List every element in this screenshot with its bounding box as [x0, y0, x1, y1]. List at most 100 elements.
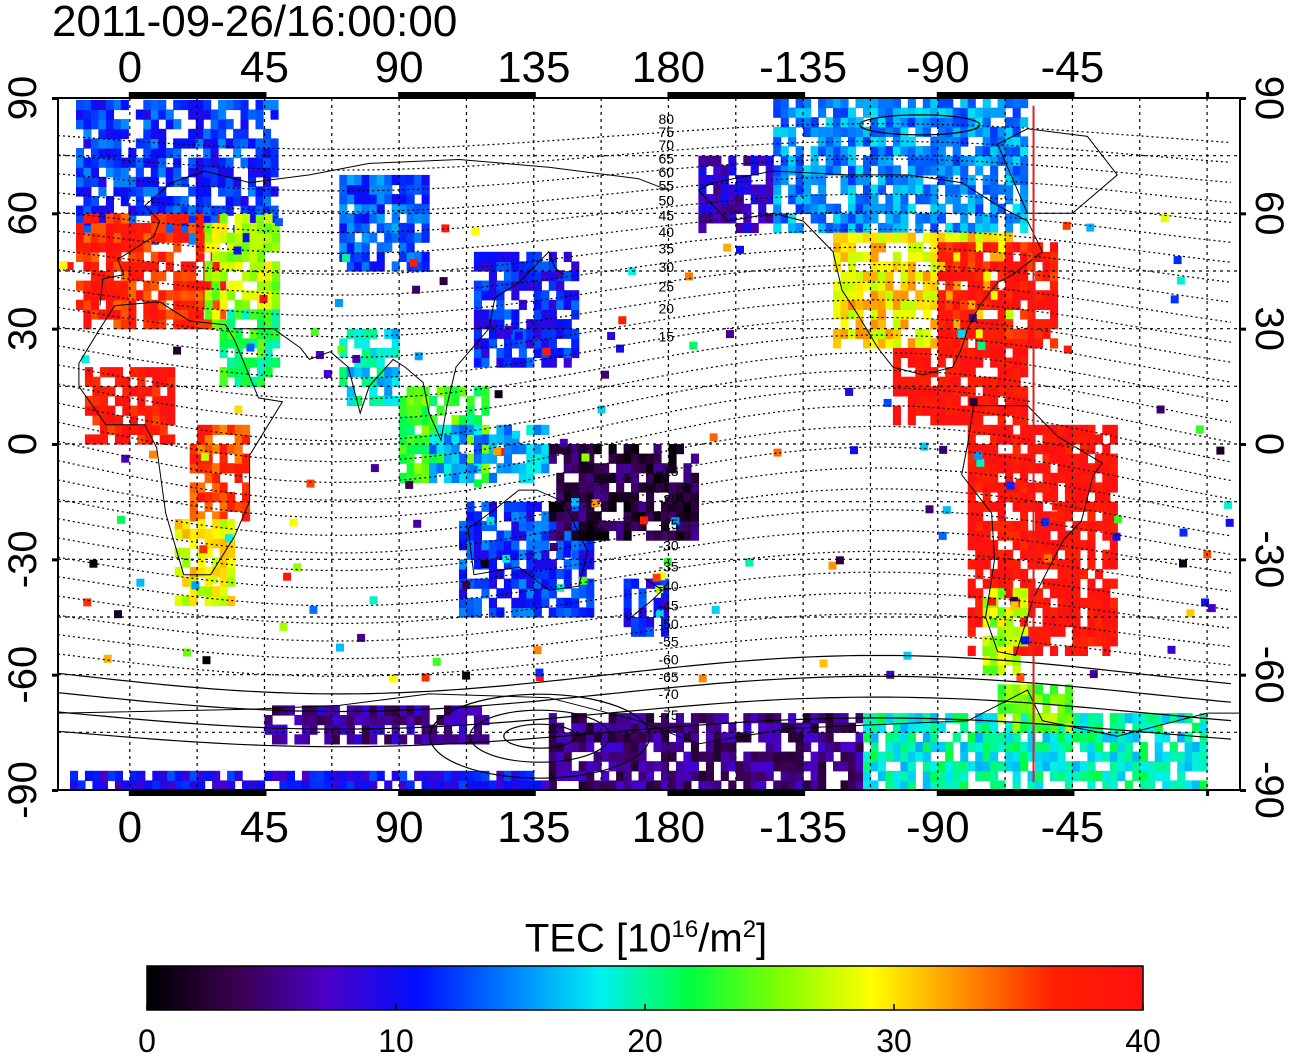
tec-cell — [735, 174, 744, 186]
tec-cell — [1162, 751, 1171, 762]
tec-cell — [481, 319, 490, 330]
tec-cell — [189, 501, 198, 512]
tec-cell — [698, 165, 707, 176]
tec-cell — [541, 559, 550, 570]
tec-cell — [188, 157, 197, 168]
tec-cell — [113, 119, 122, 130]
tec-cell — [795, 194, 804, 205]
tec-cell — [346, 213, 355, 224]
contour-label: -25 — [658, 516, 678, 532]
tec-cell — [788, 751, 797, 762]
tec-cell — [264, 213, 273, 224]
tec-cell — [376, 184, 385, 195]
tec-cell — [99, 780, 108, 791]
tec-cell — [833, 251, 842, 262]
tec-cell — [98, 128, 107, 139]
tec-cell — [481, 424, 490, 435]
tec-cell — [1005, 684, 1014, 695]
tec-cell — [309, 705, 318, 716]
tec-cell — [488, 453, 497, 464]
tec-cell — [188, 109, 197, 120]
bottom-lon-label: 135 — [497, 803, 570, 852]
tec-cell — [1020, 280, 1029, 291]
tec-cell — [354, 328, 363, 339]
tec-cell — [113, 261, 122, 272]
tec-cell — [668, 453, 677, 464]
tec-cell — [113, 167, 122, 178]
tec-cell — [922, 165, 931, 176]
tec-cell — [255, 186, 264, 197]
tec-cell — [242, 290, 251, 301]
tec-cell — [1020, 751, 1029, 762]
tec-cell — [98, 138, 107, 149]
tec-cell — [593, 530, 602, 541]
tec-cell — [1012, 703, 1021, 714]
tec-cell — [189, 444, 198, 455]
tec-cell — [414, 734, 423, 745]
tec-cell — [713, 732, 722, 743]
tec-cell — [1117, 722, 1126, 733]
tec-cell — [885, 732, 894, 743]
tec-cell — [195, 196, 204, 207]
tec-cell — [414, 434, 423, 445]
tec-cell — [765, 722, 774, 733]
mag-contour — [57, 654, 1232, 695]
tec-cell — [473, 530, 482, 541]
tec-cell — [952, 126, 961, 137]
tec-cell — [1012, 203, 1021, 214]
tec-cell — [967, 578, 976, 589]
tec-cell — [473, 328, 482, 339]
tec-cell — [1042, 636, 1051, 647]
tec-cell — [907, 780, 916, 791]
tec-cell — [982, 424, 991, 435]
tec-cell — [272, 309, 281, 320]
tec-cell — [421, 415, 430, 426]
tec-cell — [466, 424, 475, 435]
tec-cell — [750, 165, 759, 176]
tec-cell — [967, 280, 976, 291]
tec-cell — [272, 770, 281, 781]
tec-cell — [90, 299, 99, 310]
tec-cell — [848, 741, 857, 753]
tec-cell — [503, 347, 512, 359]
tec-cell — [608, 741, 617, 753]
tec-cell — [399, 194, 408, 205]
lat-tick — [1240, 97, 1246, 100]
tec-cell — [533, 453, 542, 464]
tec-cell — [818, 222, 827, 234]
tec-cell — [892, 232, 901, 243]
tec-cell — [339, 770, 348, 781]
tec-cell — [945, 309, 954, 320]
tec-cell — [1020, 136, 1029, 147]
tec-cell — [255, 148, 264, 159]
tec-cell — [152, 415, 161, 426]
tec-cell — [578, 530, 587, 541]
mag-contour — [57, 550, 1232, 607]
tec-cell — [1050, 607, 1059, 618]
tec-cell — [1064, 559, 1073, 570]
tec-cell — [975, 530, 984, 541]
tec-cell — [563, 453, 572, 464]
tec-cell — [960, 338, 969, 349]
tec-cell — [488, 597, 497, 608]
tec-cell — [900, 299, 909, 310]
tec-cell — [982, 232, 991, 243]
tec-cell — [459, 415, 468, 426]
tec-cell — [1064, 770, 1073, 781]
tec-cell — [750, 222, 759, 234]
tec-cell — [1027, 492, 1036, 503]
tec-cell — [810, 761, 819, 772]
tec-cell — [76, 157, 85, 168]
lat-tick — [52, 673, 58, 677]
tec-cell — [548, 444, 557, 455]
tec-cell — [892, 299, 901, 310]
tec-cell — [593, 492, 602, 503]
tec-cell — [915, 347, 924, 359]
lat-tick — [1240, 673, 1246, 677]
tec-cell — [870, 232, 879, 243]
tec-cell — [556, 290, 565, 301]
tec-cell — [586, 463, 595, 474]
tec-cell — [586, 472, 595, 483]
tec-cell — [773, 213, 782, 224]
tec-cell — [451, 770, 460, 781]
